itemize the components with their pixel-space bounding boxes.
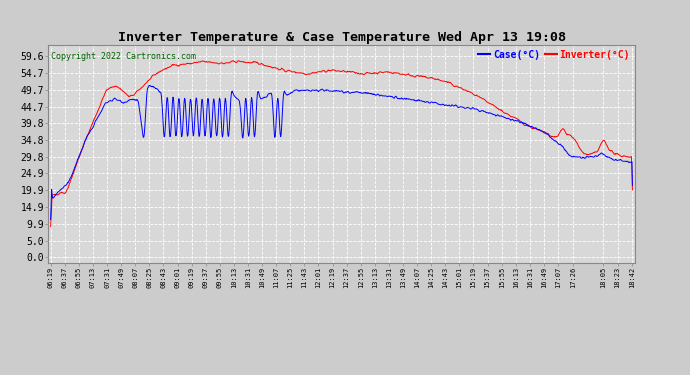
Legend: Case(°C), Inverter(°C): Case(°C), Inverter(°C)	[478, 50, 630, 60]
Title: Inverter Temperature & Case Temperature Wed Apr 13 19:08: Inverter Temperature & Case Temperature …	[117, 31, 566, 44]
Text: Copyright 2022 Cartronics.com: Copyright 2022 Cartronics.com	[51, 51, 196, 60]
